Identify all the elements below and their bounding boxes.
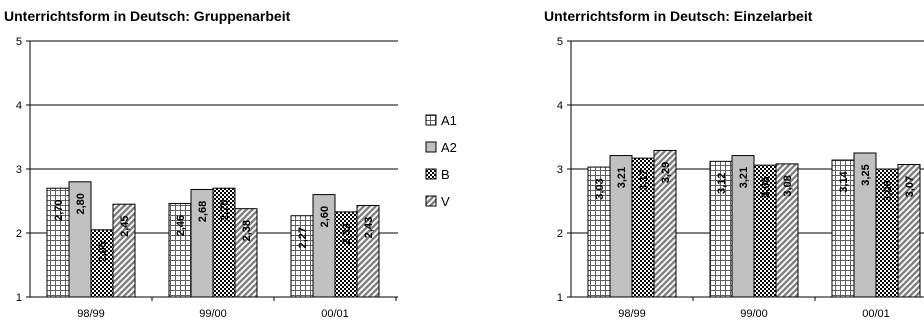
- x-category-label: 00/01: [862, 308, 890, 320]
- chart-gruppenarbeit: Unterrichtsform in Deutsch: Gruppenarbei…: [4, 8, 398, 320]
- data-label: 3,03: [594, 178, 606, 199]
- data-label: 2,70: [219, 199, 231, 220]
- legend-label-v: V: [441, 194, 450, 209]
- bar-v-99-00: [775, 163, 799, 298]
- chart-title: Unterrichtsform in Deutsch: Einzelarbeit: [544, 8, 813, 24]
- data-label: 3,21: [738, 167, 750, 188]
- data-label: 3,07: [904, 176, 916, 197]
- legend: A1 A2 BV: [425, 113, 457, 209]
- legend-label-a1: A1: [441, 113, 457, 128]
- chart-title: Unterrichtsform in Deutsch: Gruppenarbei…: [4, 8, 291, 24]
- x-category-label: 99/00: [740, 308, 768, 320]
- y-tick-label: 1: [16, 292, 22, 304]
- y-tick-label: 4: [557, 100, 563, 112]
- bar-v-00-01: [356, 204, 380, 298]
- data-label: 3,00: [882, 180, 894, 201]
- legend-label-a2: A2: [441, 140, 457, 155]
- legend-swatch-a1: [425, 114, 437, 126]
- bar-v-99-00: [234, 208, 258, 298]
- x-category-label: 00/01: [321, 308, 349, 320]
- data-label: 3,12: [716, 173, 728, 194]
- x-category-label: 98/99: [618, 308, 646, 320]
- y-tick-label: 4: [16, 100, 22, 112]
- data-label: 2,27: [297, 227, 309, 248]
- data-label: 2,33: [341, 223, 353, 244]
- data-label: 2,60: [319, 206, 331, 227]
- x-category-label: 99/00: [199, 308, 227, 320]
- data-label: 2,46: [175, 215, 187, 236]
- data-label: 3,25: [860, 164, 872, 185]
- y-tick-label: 5: [557, 36, 563, 48]
- legend-label-b: B: [441, 167, 450, 182]
- y-tick-label: 3: [16, 164, 22, 176]
- data-label: 2,38: [241, 220, 253, 241]
- y-tick-label: 3: [557, 164, 563, 176]
- y-tick-label: 1: [557, 292, 563, 304]
- data-label: 2,45: [119, 215, 131, 236]
- data-label: 2,70: [53, 199, 65, 220]
- data-label: 3,21: [616, 167, 628, 188]
- chart-einzelarbeit: Unterrichtsform in Deutsch: Einzelarbeit…: [544, 8, 924, 320]
- legend-swatch-b: [425, 168, 437, 180]
- legend-swatch-v: [425, 195, 437, 207]
- x-category-label: 98/99: [77, 308, 105, 320]
- bar-v-98-99: [112, 203, 136, 298]
- data-label: 3,29: [660, 162, 672, 183]
- bar-v-00-01: [897, 164, 921, 298]
- data-label: 2,68: [197, 201, 209, 222]
- data-label: 2,05: [97, 241, 109, 262]
- data-label: 3,14: [838, 170, 850, 192]
- y-tick-label: 2: [16, 228, 22, 240]
- data-label: 3,06: [760, 176, 772, 197]
- data-label: 2,43: [363, 217, 375, 238]
- legend-swatch-a2: [425, 141, 437, 153]
- bar-v-98-99: [653, 149, 677, 298]
- data-label: 2,80: [75, 193, 87, 214]
- data-label: 3,08: [782, 175, 794, 196]
- data-label: 3,17: [638, 169, 650, 190]
- y-tick-label: 5: [16, 36, 22, 48]
- y-tick-label: 2: [557, 228, 563, 240]
